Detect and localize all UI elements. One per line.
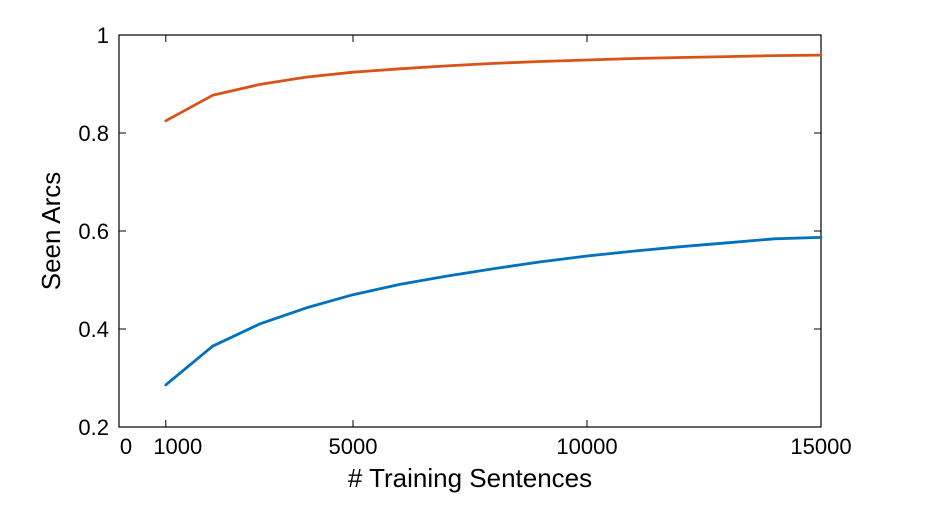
y-tick-label: 0.2 (78, 415, 109, 440)
series-line-2 (164, 235, 823, 387)
x-tick-label: 15000 (790, 434, 851, 459)
axis-tick-labels: 0 1000 5000 10000 15000 0.2 0.4 0.6 0.8 1 (78, 23, 851, 459)
y-tick-label: 0.8 (78, 121, 109, 146)
x-tick-label: 5000 (329, 434, 378, 459)
x-axis-label: # Training Sentences (348, 463, 592, 493)
x-tick-label: 10000 (556, 434, 617, 459)
series-lines (164, 53, 823, 387)
x-tick-label: 1000 (153, 434, 202, 459)
plot-area (118, 34, 822, 428)
y-axis-label: Seen Arcs (36, 172, 66, 291)
y-tick-label: 1 (97, 23, 109, 48)
x-tick-label: 0 (120, 434, 132, 459)
series-line-1 (164, 53, 823, 123)
axis-ticks (119, 35, 821, 427)
y-tick-label: 0.6 (78, 219, 109, 244)
y-tick-label: 0.4 (78, 317, 109, 342)
